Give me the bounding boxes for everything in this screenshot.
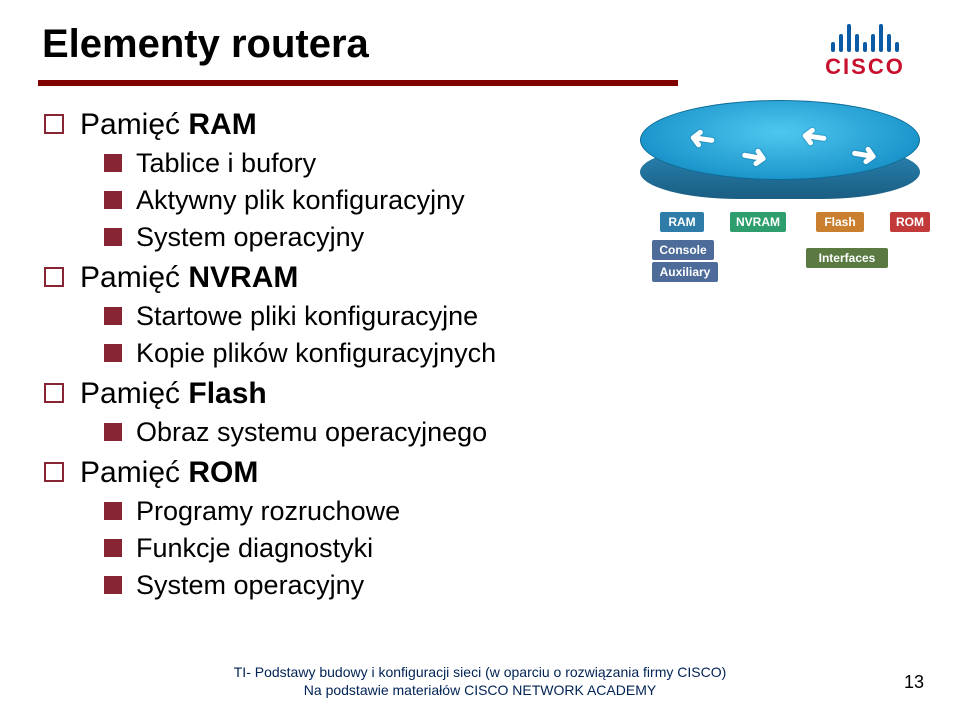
list-subitem: Startowe pliki konfiguracyjne [104, 301, 604, 332]
subitem-label: Programy rozruchowe [136, 496, 400, 527]
list-item: Pamięć RAM [44, 108, 604, 142]
bullet-outline-icon [44, 114, 64, 134]
subitem-label: Funkcje diagnostyki [136, 533, 373, 564]
slide-root: CISCO Elementy routera Pamięć RAM Tablic… [0, 0, 960, 717]
label-text: Pamięć [80, 456, 188, 489]
bullet-solid-icon [104, 228, 122, 246]
bullet-outline-icon [44, 383, 64, 403]
label-text: Pamięć [80, 261, 188, 294]
arrow-icon: ➜ [686, 117, 718, 158]
list-item: Pamięć Flash [44, 377, 604, 411]
footer: TI- Podstawy budowy i konfiguracji sieci… [0, 663, 960, 699]
arrow-icon: ➜ [848, 133, 881, 175]
list-item: Pamięć NVRAM [44, 261, 604, 295]
bullet-solid-icon [104, 154, 122, 172]
content-list: Pamięć RAM Tablice i bufory Aktywny plik… [44, 100, 604, 601]
diagram-label-flash: Flash [816, 212, 864, 232]
list-item-label: Pamięć RAM [80, 108, 257, 142]
router-diagram: ➜ ➜ ➜ ➜ RAM NVRAM Flash ROM Console Auxi… [630, 80, 930, 290]
slide-title: Elementy routera [42, 22, 369, 67]
subitem-label: System operacyjny [136, 222, 364, 253]
label-bold: Flash [188, 377, 266, 410]
list-item: Pamięć ROM [44, 456, 604, 490]
bullet-outline-icon [44, 267, 64, 287]
subitem-label: Kopie plików konfiguracyjnych [136, 338, 496, 369]
list-subitem: Programy rozruchowe [104, 496, 604, 527]
list-item-label: Pamięć Flash [80, 377, 267, 411]
router-top: ➜ ➜ ➜ ➜ [640, 100, 920, 180]
cisco-logo-text: CISCO [790, 54, 940, 80]
bullet-solid-icon [104, 191, 122, 209]
label-bold: NVRAM [188, 261, 298, 294]
diagram-label-console: Console [652, 240, 714, 260]
list-item-label: Pamięć ROM [80, 456, 258, 490]
diagram-label-rom: ROM [890, 212, 930, 232]
subitem-label: Tablice i bufory [136, 148, 316, 179]
list-subitem: Aktywny plik konfiguracyjny [104, 185, 604, 216]
list-subitem: Kopie plików konfiguracyjnych [104, 338, 604, 369]
subitem-label: Startowe pliki konfiguracyjne [136, 301, 478, 332]
router-body: ➜ ➜ ➜ ➜ [640, 90, 920, 210]
diagram-label-nvram: NVRAM [730, 212, 786, 232]
arrow-icon: ➜ [738, 135, 771, 177]
list-subitem: Funkcje diagnostyki [104, 533, 604, 564]
title-underline [38, 80, 678, 86]
diagram-label-ram: RAM [660, 212, 704, 232]
subitem-label: System operacyjny [136, 570, 364, 601]
cisco-logo: CISCO [790, 18, 940, 80]
label-text: Pamięć [80, 377, 188, 410]
subitem-label: Aktywny plik konfiguracyjny [136, 185, 465, 216]
list-subitem: System operacyjny [104, 570, 604, 601]
subitem-label: Obraz systemu operacyjnego [136, 417, 487, 448]
label-text: Pamięć [80, 108, 188, 141]
bullet-solid-icon [104, 539, 122, 557]
diagram-label-interfaces: Interfaces [806, 248, 888, 268]
bullet-solid-icon [104, 344, 122, 362]
footer-line-2: Na podstawie materiałów CISCO NETWORK AC… [0, 681, 960, 699]
page-number: 13 [904, 672, 924, 693]
label-bold: RAM [188, 108, 256, 141]
label-bold: ROM [188, 456, 258, 489]
arrow-icon: ➜ [798, 115, 830, 156]
bullet-outline-icon [44, 462, 64, 482]
bullet-solid-icon [104, 502, 122, 520]
bullet-solid-icon [104, 576, 122, 594]
list-item-label: Pamięć NVRAM [80, 261, 298, 295]
bullet-solid-icon [104, 307, 122, 325]
bullet-solid-icon [104, 423, 122, 441]
cisco-logo-bars [790, 18, 940, 52]
footer-line-1: TI- Podstawy budowy i konfiguracji sieci… [0, 663, 960, 681]
diagram-label-auxiliary: Auxiliary [652, 262, 718, 282]
list-subitem: Tablice i bufory [104, 148, 604, 179]
list-subitem: System operacyjny [104, 222, 604, 253]
list-subitem: Obraz systemu operacyjnego [104, 417, 604, 448]
